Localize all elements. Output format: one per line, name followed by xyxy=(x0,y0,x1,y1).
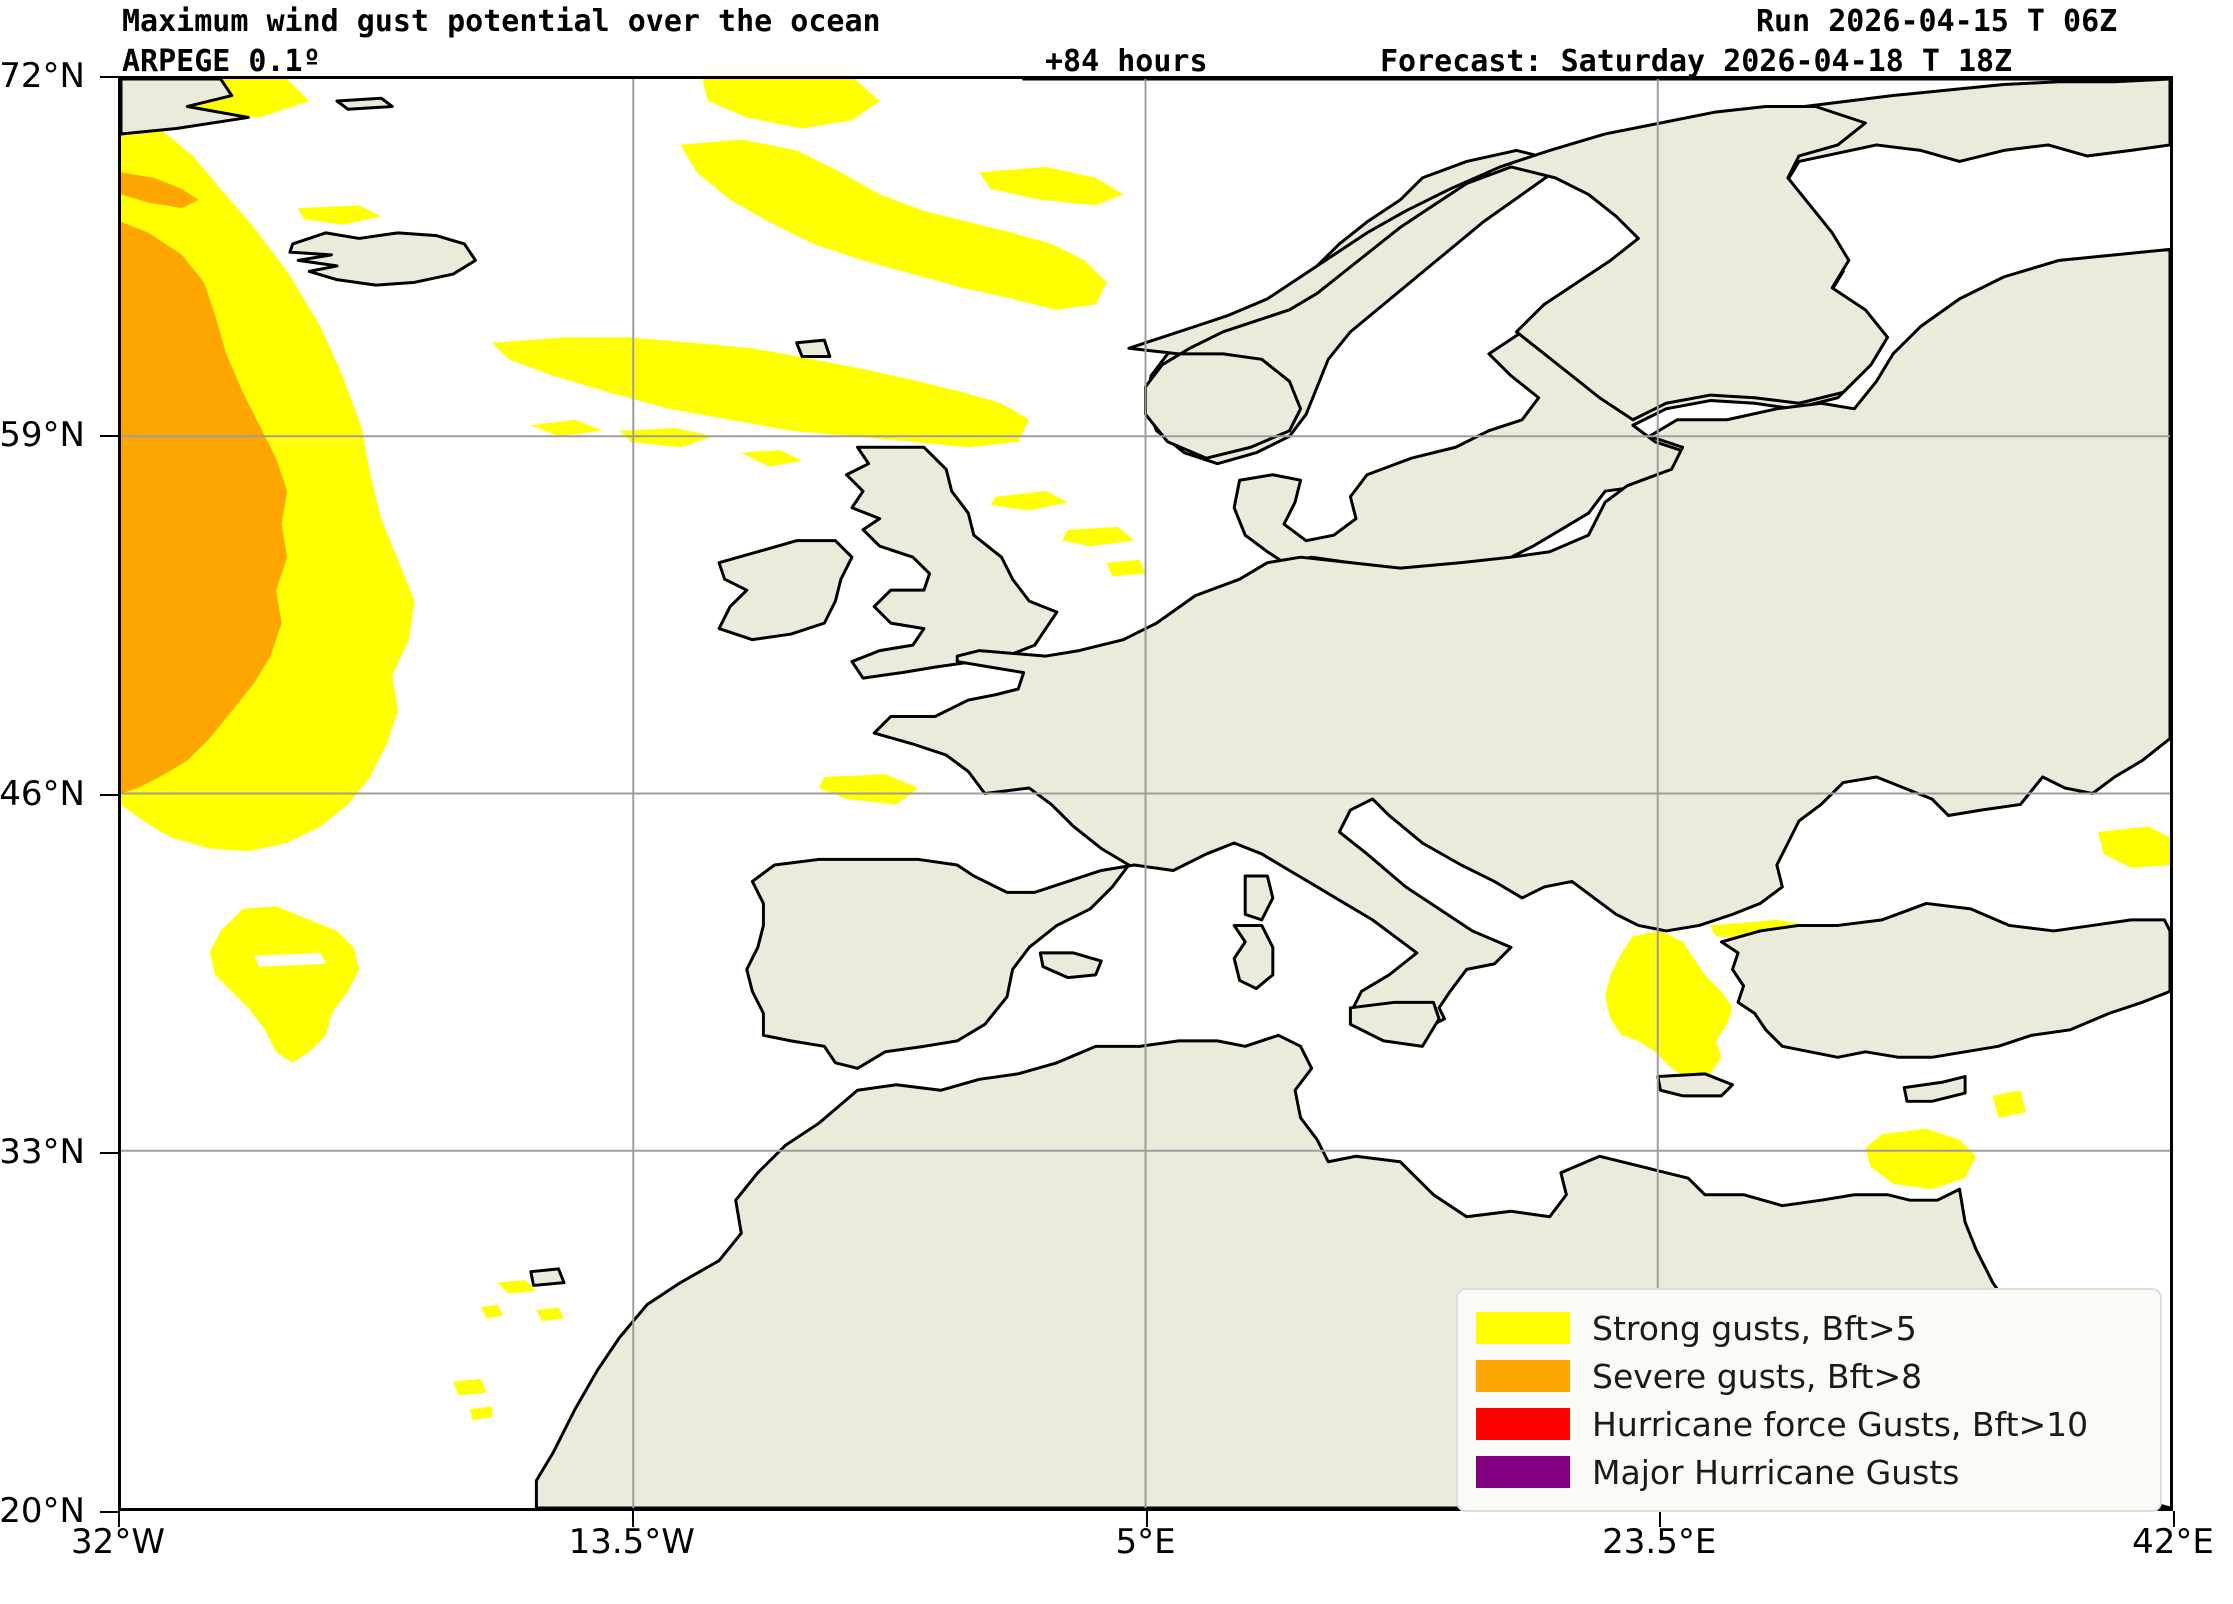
landmass-great-britain xyxy=(844,445,1059,680)
legend-color-swatch xyxy=(1476,1312,1570,1344)
landmass-cyprus xyxy=(1902,1075,1967,1103)
gust-region-north-atlantic-severe xyxy=(121,221,288,794)
gust-region-azores xyxy=(209,906,360,1063)
x-tick-label: 13.5°W xyxy=(568,1522,695,1562)
legend-color-swatch xyxy=(1476,1360,1570,1392)
x-tick-mark xyxy=(631,1511,634,1527)
map-plot-area[interactable] xyxy=(118,76,2173,1511)
legend-item: Hurricane force Gusts, Bft>10 xyxy=(1476,1400,2142,1448)
legend-item: Strong gusts, Bft>5 xyxy=(1476,1304,2142,1352)
y-tick-label: 33°N xyxy=(0,1132,85,1173)
landmass-continental-europe xyxy=(745,247,2170,1070)
landmass-sardinia xyxy=(1232,923,1275,991)
gust-region-north-sea xyxy=(492,337,1030,448)
page-title: Maximum wind gust potential over the oce… xyxy=(122,4,881,39)
gust-region-iceland-south-patch xyxy=(298,205,382,225)
gust-region-black-sea-east xyxy=(2098,826,2170,868)
x-tick-mark xyxy=(2173,1511,2175,1527)
landmass-jan-mayen xyxy=(335,96,394,111)
gust-region-north-sea-patch-1 xyxy=(1062,526,1135,547)
model-label: ARPEGE 0.1º xyxy=(122,44,321,79)
landmass-ireland xyxy=(717,539,854,642)
x-tick-label: 32°W xyxy=(71,1522,165,1562)
gust-region-north-sea-patch-0 xyxy=(990,491,1068,511)
landmass-canary-tenerife xyxy=(529,1267,566,1287)
gust-region-north-sea-patch-2 xyxy=(1106,559,1146,577)
gust-region-atlantic-orange-finger xyxy=(121,172,199,209)
gust-region-canary-patch-1 xyxy=(536,1307,565,1322)
gust-region-hebrides-patch-0 xyxy=(619,428,714,448)
landmass-faroe xyxy=(795,338,832,359)
legend-item-label: Hurricane force Gusts, Bft>10 xyxy=(1592,1404,2089,1444)
landmass-corsica xyxy=(1243,874,1275,922)
weather-map-canvas xyxy=(121,79,2170,1508)
landmass-scandinavia xyxy=(1127,104,1890,460)
gust-region-bay-of-biscay xyxy=(818,774,919,805)
header-bar: Maximum wind gust potential over the oce… xyxy=(0,0,2233,80)
gust-region-canary-patch-0 xyxy=(497,1279,537,1294)
legend-box: Strong gusts, Bft>5 Severe gusts, Bft>8 Hu… xyxy=(1456,1288,2162,1512)
graticule-layer xyxy=(121,79,2170,1508)
gust-region-morocco-offshore-1 xyxy=(469,1406,493,1421)
gust-region-azores-gap xyxy=(253,952,326,967)
legend-item: Major Hurricane Gusts xyxy=(1476,1448,2142,1496)
forecast-label: Forecast: Saturday 2026-04-18 T 18Z xyxy=(1380,44,2013,79)
legend-item-label: Major Hurricane Gusts xyxy=(1592,1452,1960,1492)
gust-region-morocco-offshore-0 xyxy=(453,1378,487,1396)
gust-region-east-med-patch xyxy=(1992,1090,2027,1118)
landmass-greenland xyxy=(121,79,250,136)
y-tick-mark xyxy=(100,793,118,796)
landmass-balearic xyxy=(1038,951,1103,980)
legend-item-label: Severe gusts, Bft>8 xyxy=(1592,1356,1923,1396)
y-tick-label: 72°N xyxy=(0,56,85,96)
x-tick-label: 5°E xyxy=(1115,1522,1176,1562)
gust-region-levant xyxy=(1865,1128,1977,1190)
x-tick-label: 42°E xyxy=(2132,1522,2214,1562)
y-tick-mark xyxy=(100,1511,118,1513)
legend-item-label: Strong gusts, Bft>5 xyxy=(1592,1308,1917,1348)
gust-region-norwegian-sea xyxy=(680,139,1107,310)
y-tick-label: 20°N xyxy=(0,1491,85,1531)
gust-region-aegean-sea xyxy=(1605,930,1733,1080)
landmass-iceland xyxy=(288,231,477,287)
y-tick-mark xyxy=(100,76,118,78)
gust-region-greenland-sea xyxy=(702,79,880,129)
gust-overlay-layer xyxy=(121,79,2170,1421)
landmass-crete xyxy=(1656,1072,1734,1098)
run-label: Run 2026-04-15 T 06Z xyxy=(1756,4,2118,39)
y-tick-mark xyxy=(100,434,118,437)
gust-region-hebrides-patch-1 xyxy=(741,449,803,467)
y-tick-label: 59°N xyxy=(0,414,85,455)
x-tick-mark xyxy=(118,1511,120,1527)
landmass-sicily xyxy=(1348,1000,1441,1048)
legend-color-swatch xyxy=(1476,1408,1570,1440)
x-tick-label: 23.5°E xyxy=(1602,1522,1717,1562)
lead-time-label: +84 hours xyxy=(1045,44,1208,79)
x-tick-mark xyxy=(1659,1511,1662,1527)
gust-region-hebrides-patch-2 xyxy=(530,419,603,437)
x-tick-mark xyxy=(1145,1511,1148,1527)
gust-region-norwegian-sea-north xyxy=(979,166,1124,206)
legend-item: Severe gusts, Bft>8 xyxy=(1476,1352,2142,1400)
y-tick-mark xyxy=(100,1152,118,1155)
gust-region-canary-patch-2 xyxy=(480,1304,504,1319)
legend-color-swatch xyxy=(1476,1456,1570,1488)
y-tick-label: 46°N xyxy=(0,773,85,814)
landmass-turkey xyxy=(1719,901,2170,1059)
